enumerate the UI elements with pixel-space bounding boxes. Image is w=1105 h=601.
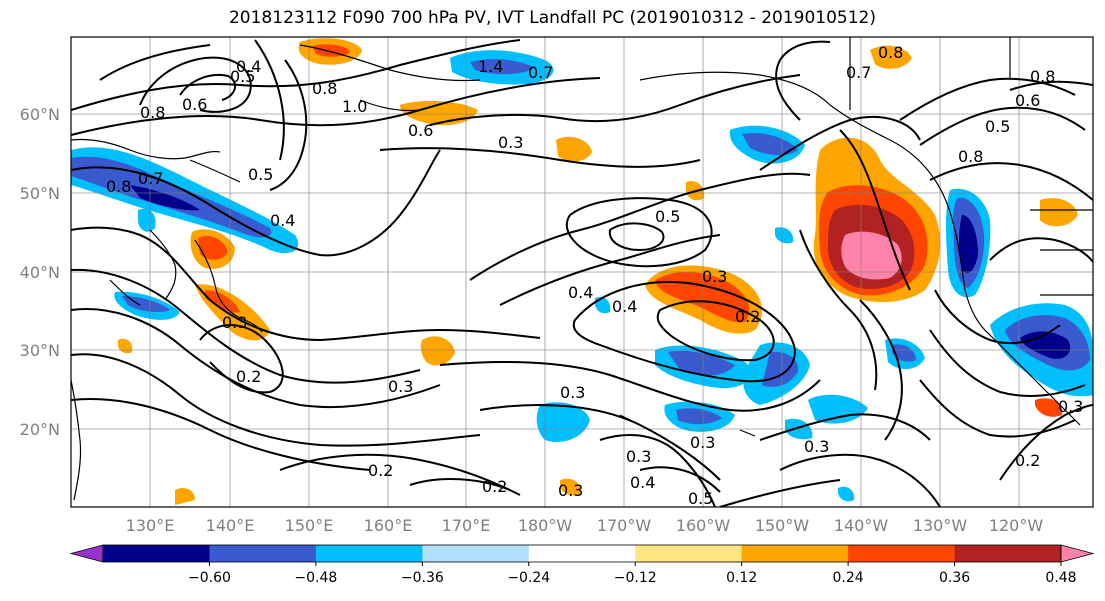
contour-label: 0.7 <box>138 169 163 188</box>
coastlines <box>71 37 1093 501</box>
colorbar-tick-label: 0.36 <box>939 570 970 586</box>
lon-label-140e: 140°E <box>206 516 255 535</box>
colorbar-segment <box>103 545 210 562</box>
colorbar: −0.60 −0.48 −0.36 −0.24 −0.12 0.12 0.24 0.36 0.4… <box>69 544 1095 586</box>
contour-label: 0.8 <box>312 79 337 98</box>
contour-label: 1.0 <box>342 97 367 116</box>
colorbar-segment <box>209 545 317 562</box>
longitude-labels: 130°E 140°E 150°E 160°E 170°E 180°W 170°… <box>126 516 1044 535</box>
colorbar-tick-label: −0.60 <box>188 570 231 586</box>
map-content <box>71 37 1093 507</box>
map-border <box>70 36 1094 508</box>
contour-label: 0.8 <box>1030 67 1055 86</box>
contour-label: 0.3 <box>1058 397 1083 416</box>
colorbar-segments <box>69 544 1095 563</box>
contour-label: 0.3 <box>560 383 585 402</box>
colorbar-segment <box>848 545 956 562</box>
contour-label: 0.5 <box>655 207 680 226</box>
colorbar-tick-label: −0.24 <box>507 570 550 586</box>
contour-label: 0.2 <box>1015 451 1040 470</box>
contour-label: 0.8 <box>140 103 165 122</box>
colorbar-extend-high <box>1060 544 1095 563</box>
lat-label-30n: 30°N <box>20 341 60 360</box>
contour-label: 0.5 <box>248 165 273 184</box>
lon-label-150e: 150°E <box>285 516 334 535</box>
map-title: 2018123112 F090 700 hPa PV, IVT Landfall… <box>228 8 876 28</box>
lon-label-170e: 170°E <box>442 516 491 535</box>
contour-label: 0.3 <box>388 377 413 396</box>
contour-label: 0.3 <box>222 313 247 332</box>
lon-label-150w: 150°W <box>755 516 810 535</box>
contour-label: 0.3 <box>690 433 715 452</box>
colorbar-tick-label: 0.12 <box>726 570 757 586</box>
contour-label: 0.5 <box>985 117 1010 136</box>
lat-label-20n: 20°N <box>20 420 60 439</box>
colorbar-segment <box>422 545 530 562</box>
contour-label: 0.6 <box>408 121 433 140</box>
lat-label-40n: 40°N <box>20 263 60 282</box>
contour-label: 0.8 <box>878 43 903 62</box>
colorbar-segment <box>954 545 1062 562</box>
contour-label: 0.2 <box>368 461 393 480</box>
lon-label-180w: 180°W <box>518 516 573 535</box>
lon-label-170w: 170°W <box>597 516 652 535</box>
contour-label: 0.8 <box>106 177 131 196</box>
lat-label-60n: 60°N <box>20 105 60 124</box>
colorbar-tick-label: −0.12 <box>614 570 657 586</box>
contour-label: 0.4 <box>270 211 295 230</box>
contour-label: 0.4 <box>630 473 655 492</box>
contour-label: 0.4 <box>612 297 637 316</box>
colorbar-segment <box>528 545 636 562</box>
latitude-labels: 60°N 50°N 40°N 30°N 20°N <box>20 105 60 439</box>
contour-label: 0.6 <box>1015 91 1040 110</box>
lon-label-160w: 160°W <box>676 516 731 535</box>
colorbar-extend-low <box>69 544 104 563</box>
colorbar-segment <box>741 545 849 562</box>
contour-label: 0.3 <box>626 447 651 466</box>
contour-label-group: 0.8 0.5 0.6 0.4 0.8 1.0 1.4 0.7 0.6 0.8 … <box>106 43 1083 508</box>
contour-label: 0.3 <box>558 481 583 500</box>
contour-label: 0.4 <box>568 283 593 302</box>
contour-label: 0.3 <box>804 437 829 456</box>
colorbar-tick-label: 0.24 <box>833 570 864 586</box>
contour-label: 0.2 <box>236 367 261 386</box>
lon-label-160e: 160°E <box>364 516 413 535</box>
lon-label-120w: 120°W <box>989 516 1044 535</box>
colorbar-tick-label: −0.36 <box>401 570 444 586</box>
contour-label: 0.2 <box>735 307 760 326</box>
colorbar-ticks: −0.60 −0.48 −0.36 −0.24 −0.12 0.12 0.24 0.36 0.4… <box>188 562 1077 586</box>
contour-label: 0.4 <box>236 57 261 76</box>
contour-label: 0.3 <box>498 133 523 152</box>
contour-lines <box>71 39 1093 507</box>
colorbar-border <box>102 544 1062 563</box>
contour-label: 0.5 <box>230 67 255 86</box>
lon-label-130e: 130°E <box>126 516 175 535</box>
contour-label: 0.5 <box>688 489 713 508</box>
contour-label: 0.2 <box>482 477 507 496</box>
lat-label-50n: 50°N <box>20 184 60 203</box>
contour-label: 0.6 <box>182 95 207 114</box>
contour-label: 0.7 <box>528 63 553 82</box>
colorbar-segment <box>315 545 423 562</box>
contour-label: 1.4 <box>478 57 503 76</box>
colorbar-segment <box>635 545 743 562</box>
contour-label: 0.3 <box>702 267 727 286</box>
contour-label: 0.8 <box>958 147 983 166</box>
colorbar-tick-label: −0.48 <box>294 570 337 586</box>
colorbar-tick-label: 0.48 <box>1045 570 1076 586</box>
lon-label-130w: 130°W <box>913 516 968 535</box>
contour-label: 0.7 <box>846 63 871 82</box>
lon-label-140w: 140°W <box>834 516 889 535</box>
